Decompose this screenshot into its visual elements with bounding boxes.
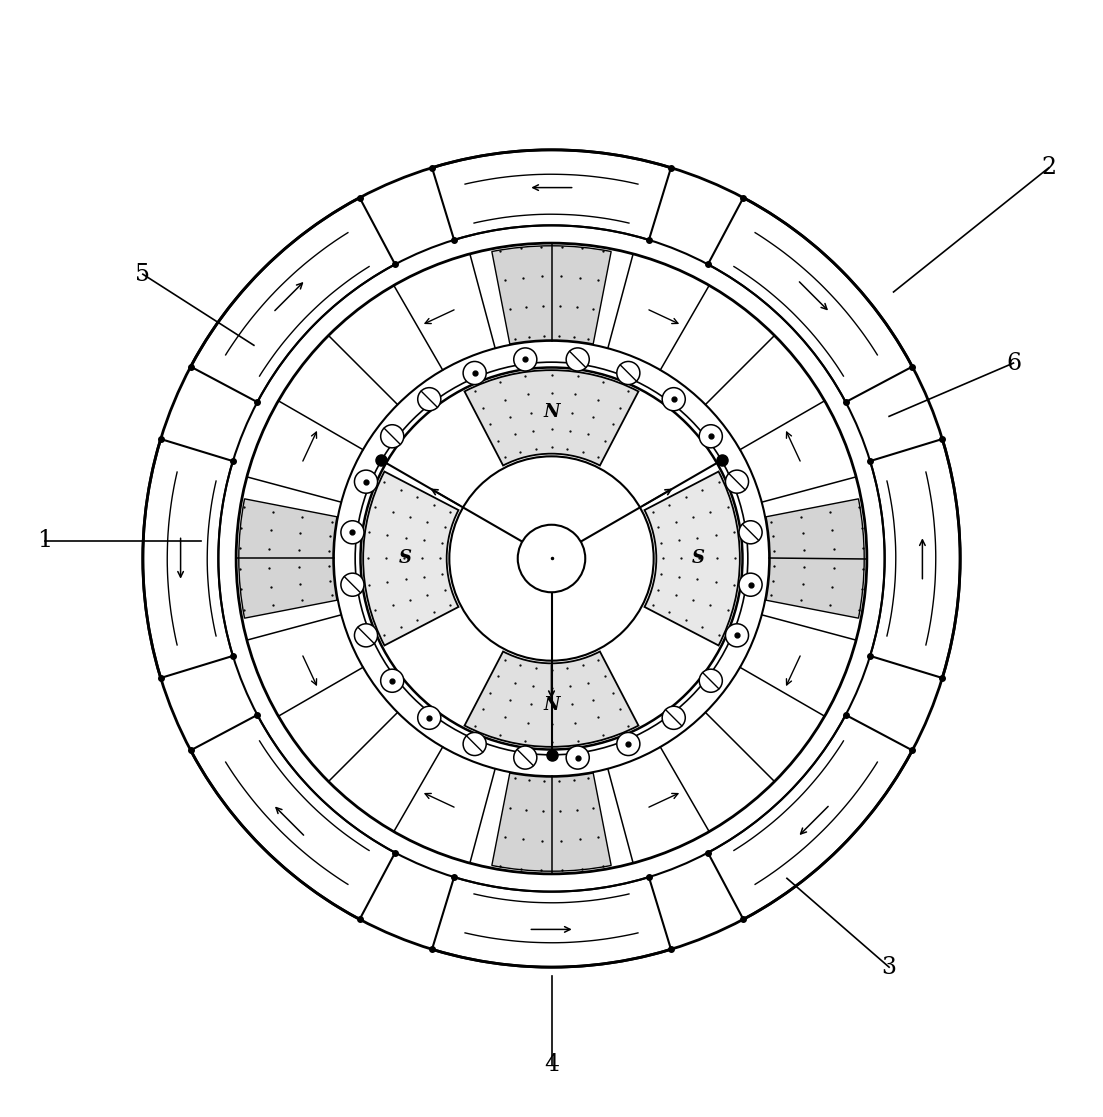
Circle shape bbox=[662, 706, 685, 729]
Circle shape bbox=[341, 573, 364, 596]
Circle shape bbox=[617, 733, 640, 755]
Wedge shape bbox=[644, 471, 740, 646]
Text: 3: 3 bbox=[881, 956, 897, 978]
Circle shape bbox=[514, 746, 537, 770]
Circle shape bbox=[517, 525, 586, 592]
Text: 5: 5 bbox=[136, 262, 150, 286]
Wedge shape bbox=[363, 471, 459, 646]
Circle shape bbox=[463, 362, 486, 384]
Circle shape bbox=[739, 573, 762, 596]
Text: S: S bbox=[398, 550, 411, 567]
Circle shape bbox=[662, 388, 685, 411]
Circle shape bbox=[566, 347, 589, 371]
Circle shape bbox=[449, 457, 654, 660]
Circle shape bbox=[726, 470, 749, 494]
Wedge shape bbox=[238, 499, 338, 618]
Circle shape bbox=[617, 362, 640, 384]
Circle shape bbox=[354, 470, 377, 494]
Circle shape bbox=[418, 388, 441, 411]
Circle shape bbox=[463, 733, 486, 755]
Wedge shape bbox=[492, 773, 611, 871]
Circle shape bbox=[739, 521, 762, 544]
Text: 2: 2 bbox=[1041, 156, 1057, 179]
Circle shape bbox=[341, 521, 364, 544]
Circle shape bbox=[381, 424, 404, 448]
Circle shape bbox=[726, 623, 749, 647]
Text: 4: 4 bbox=[544, 1053, 559, 1077]
Wedge shape bbox=[492, 246, 611, 344]
Text: S: S bbox=[692, 550, 705, 567]
Text: 6: 6 bbox=[1006, 352, 1021, 374]
Text: N: N bbox=[544, 696, 559, 714]
Circle shape bbox=[699, 424, 722, 448]
Circle shape bbox=[354, 623, 377, 647]
Wedge shape bbox=[464, 651, 639, 747]
Wedge shape bbox=[765, 499, 865, 618]
Circle shape bbox=[381, 669, 404, 693]
Text: 1: 1 bbox=[38, 529, 53, 552]
Circle shape bbox=[514, 347, 537, 371]
Circle shape bbox=[418, 706, 441, 729]
Circle shape bbox=[566, 746, 589, 770]
Text: N: N bbox=[544, 403, 559, 421]
Wedge shape bbox=[464, 370, 639, 466]
Circle shape bbox=[699, 669, 722, 693]
